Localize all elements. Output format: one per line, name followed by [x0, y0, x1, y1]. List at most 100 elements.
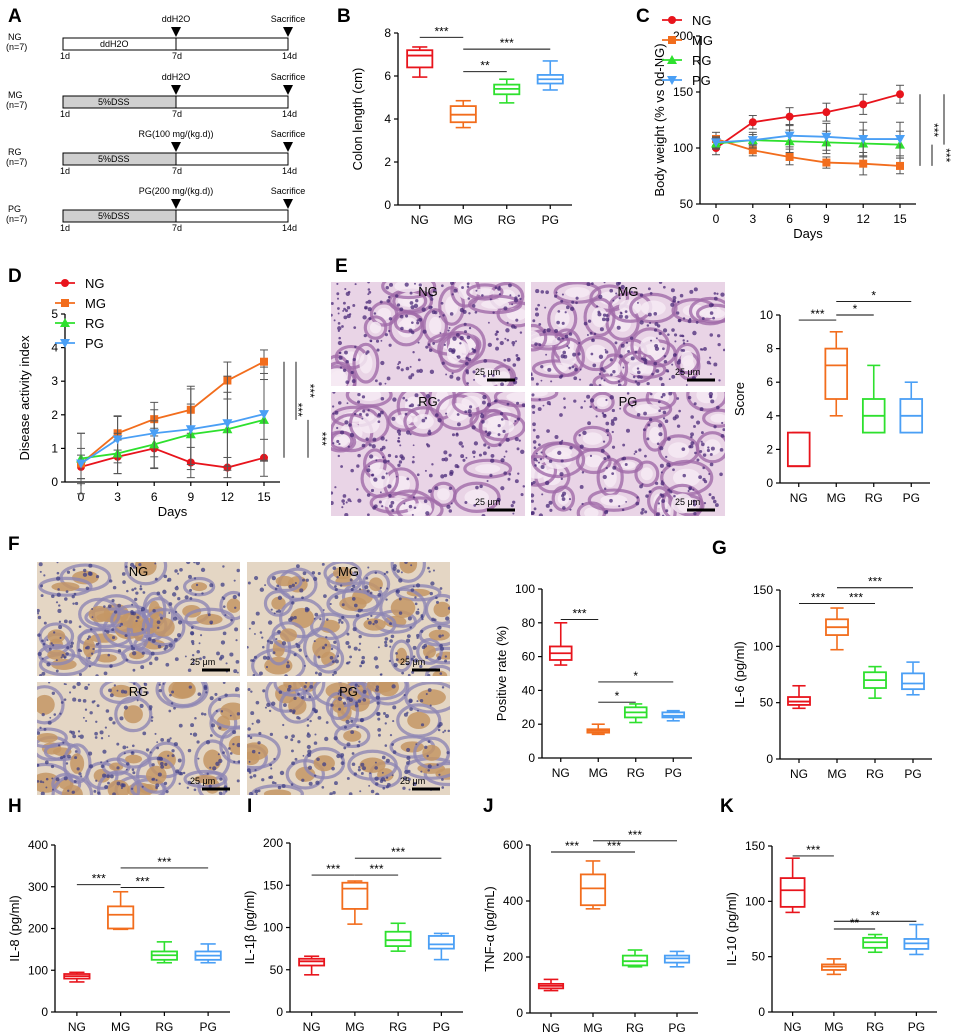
nucleus-dot — [626, 392, 630, 395]
box-rg — [384, 922, 412, 952]
nucleus-dot — [236, 712, 240, 716]
crypt-outline — [368, 761, 403, 789]
nucleus-dot — [382, 786, 386, 790]
group-n: (n=7) — [6, 42, 27, 52]
nucleus-dot — [313, 617, 316, 620]
nucleus-dot — [699, 449, 703, 454]
nucleus-dot — [405, 399, 408, 402]
crypt-outline — [573, 425, 613, 452]
nucleus-dot — [378, 500, 382, 504]
x-tick-label: PG — [668, 1021, 685, 1032]
crypt-outline — [416, 638, 443, 665]
nucleus-dot — [411, 460, 415, 464]
x-tick-label: 9 — [187, 490, 194, 504]
nucleus-dot — [545, 455, 548, 458]
nucleus-dot — [579, 485, 584, 489]
image-label: MG — [338, 564, 359, 579]
x-tick-label: 9 — [823, 212, 830, 226]
nucleus-dot — [406, 634, 411, 639]
nucleus-dot — [346, 776, 350, 780]
nucleus-dot — [87, 635, 91, 639]
start-day: 1d — [60, 223, 70, 233]
nucleus-dot — [255, 700, 260, 705]
nucleus-dot — [342, 502, 345, 505]
image-label: NG — [418, 284, 438, 299]
nucleus-dot — [334, 595, 339, 600]
nucleus-dot — [107, 735, 110, 737]
nucleus-dot — [400, 571, 403, 574]
nucleus-dot — [459, 335, 464, 341]
nucleus-dot — [350, 730, 355, 735]
nucleus-dot — [179, 567, 183, 572]
nucleus-dot — [389, 645, 392, 648]
nucleus-dot — [301, 696, 305, 700]
y-axis-title: IL-10 (pg/ml) — [724, 892, 739, 966]
nucleus-dot — [540, 451, 543, 454]
nucleus-dot — [672, 295, 677, 300]
crypt-outline — [389, 639, 414, 673]
nucleus-dot — [472, 349, 477, 353]
nucleus-dot — [37, 651, 42, 657]
nucleus-dot — [463, 322, 467, 326]
nucleus-dot — [348, 661, 351, 664]
nucleus-dot — [498, 293, 501, 296]
marker-triangle-down — [185, 425, 196, 435]
nucleus-dot — [712, 316, 715, 320]
nucleus-dot — [346, 742, 351, 747]
nucleus-dot — [306, 744, 311, 750]
nucleus-dot — [408, 375, 413, 380]
crypt-outline — [347, 749, 398, 781]
y-axis-title: IL-8 (pg/ml) — [7, 895, 22, 961]
nucleus-dot — [503, 455, 506, 458]
nucleus-dot — [709, 452, 713, 456]
nucleus-dot — [50, 642, 53, 645]
nucleus-dot — [297, 692, 300, 696]
crypt-outline — [531, 323, 548, 352]
nucleus-dot — [141, 651, 145, 655]
box-pg — [536, 60, 564, 91]
nucleus-dot — [338, 621, 341, 624]
nucleus-dot — [221, 596, 224, 599]
y-tick-label: 2 — [384, 155, 391, 169]
nucleus-dot — [690, 435, 693, 439]
series-line — [715, 138, 901, 167]
image-content — [531, 282, 725, 386]
significance-bracket: *** — [798, 307, 837, 321]
nucleus-dot — [478, 453, 482, 457]
y-tick-label: 300 — [28, 880, 48, 894]
nucleus-dot — [288, 584, 292, 589]
marker-circle — [859, 100, 868, 109]
nucleus-dot — [107, 604, 112, 609]
nucleus-dot — [709, 356, 712, 359]
nucleus-dot — [532, 411, 536, 415]
nucleus-dot — [682, 342, 686, 345]
nucleus-dot — [554, 435, 559, 440]
nucleus-dot — [133, 682, 136, 686]
nucleus-dot — [78, 625, 82, 628]
nucleus-dot — [601, 412, 605, 415]
crypt-outline — [184, 607, 235, 632]
nucleus-dot — [155, 783, 160, 788]
nucleus-dot — [254, 789, 259, 794]
nucleus-dot — [412, 655, 416, 658]
nucleus-dot — [269, 732, 274, 737]
nucleus-dot — [543, 328, 546, 331]
nucleus-dot — [100, 761, 103, 764]
nucleus-dot — [639, 484, 643, 489]
nucleus-dot — [283, 703, 287, 708]
nucleus-dot — [122, 580, 126, 584]
y-axis-title: IL-6 (pg/ml) — [732, 641, 747, 707]
nucleus-dot — [279, 770, 285, 776]
nucleus-dot — [664, 419, 669, 424]
nucleus-dot — [305, 578, 309, 582]
nucleus-dot — [60, 701, 64, 704]
nucleus-dot — [91, 616, 94, 619]
nucleus-dot — [428, 489, 432, 493]
nucleus-dot — [163, 574, 168, 579]
nucleus-dot — [557, 310, 561, 313]
nucleus-dot — [350, 468, 354, 473]
marker-square — [61, 299, 69, 307]
nucleus-dot — [400, 368, 404, 372]
